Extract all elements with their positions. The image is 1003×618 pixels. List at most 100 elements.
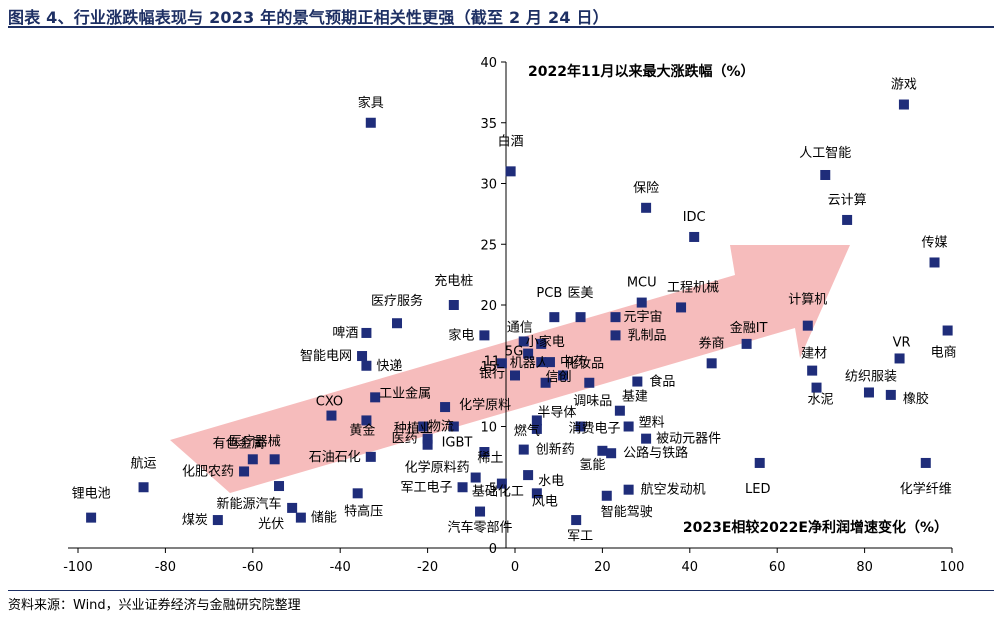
data-point <box>496 478 507 489</box>
point-label: 光伏 <box>258 517 284 532</box>
data-point <box>357 351 368 362</box>
data-point <box>523 348 534 359</box>
point-label: 军工电子 <box>401 480 453 495</box>
point-label: 公路与铁路 <box>623 445 688 461</box>
y-tick-label: 35 <box>480 117 497 132</box>
data-point <box>741 338 752 349</box>
point-label: 5G <box>505 345 523 360</box>
data-point <box>706 358 717 369</box>
y-axis-label: 2022年11月以来最大涨跌幅（%） <box>528 63 754 80</box>
point-label: 智能电网 <box>300 349 352 364</box>
point-label: 调味品 <box>573 394 612 409</box>
data-point <box>295 512 306 523</box>
point-label: 银行 <box>479 366 505 381</box>
data-point <box>636 297 647 308</box>
point-label: 黄金 <box>349 422 375 438</box>
point-label: VR <box>893 335 911 350</box>
data-point <box>479 447 490 458</box>
point-label: 水电 <box>538 474 564 489</box>
point-label: 乳制品 <box>628 328 667 343</box>
x-tick-label: 20 <box>594 560 611 575</box>
data-point <box>623 484 634 495</box>
data-point <box>540 377 551 388</box>
data-point <box>361 360 372 371</box>
point-label: 11 <box>484 354 501 369</box>
data-point <box>807 365 818 376</box>
data-point <box>584 377 595 388</box>
data-point <box>544 357 555 368</box>
point-label: 中药 <box>560 355 586 370</box>
x-tick-label: -20 <box>417 560 438 575</box>
data-point <box>448 300 459 310</box>
data-point <box>422 433 433 444</box>
point-label: 医疗器械 <box>229 434 281 449</box>
point-label: 储能 <box>311 511 337 526</box>
point-label: MCU <box>627 276 657 291</box>
figure-title: 图表 4、行业涨跌幅表现与 2023 年的景气预期正相关性更强（截至 2 月 2… <box>8 8 609 27</box>
point-label: 信创 <box>546 370 572 385</box>
point-label: 人工智能 <box>799 146 851 161</box>
x-tick-label: 40 <box>682 560 699 575</box>
data-point <box>606 448 617 459</box>
data-point <box>549 312 560 323</box>
point-label: 化学原料 <box>459 397 511 413</box>
y-tick-label: 20 <box>480 299 497 314</box>
point-label: 塑料 <box>639 416 665 431</box>
point-label: 家电 <box>448 327 474 343</box>
point-label: 化学纤维 <box>900 481 952 497</box>
point-label: 通信 <box>507 320 533 335</box>
x-axis-label: 2023E相较2022E净利润增速变化（%） <box>683 519 948 536</box>
data-point <box>610 312 621 323</box>
point-label: IDC <box>683 210 706 225</box>
point-label: 医美 <box>568 286 594 301</box>
data-point <box>942 325 953 336</box>
point-label: 快递 <box>376 359 402 374</box>
data-point <box>274 481 285 492</box>
point-label: 充电桩 <box>434 273 473 289</box>
data-point <box>754 457 765 468</box>
point-label: 医疗服务 <box>371 293 423 309</box>
x-tick-label: 80 <box>856 560 873 575</box>
data-point <box>361 415 372 426</box>
point-label: 家具 <box>358 95 384 111</box>
data-point <box>418 421 429 432</box>
point-label: 金融IT <box>730 320 768 336</box>
data-point <box>422 439 433 450</box>
point-label: 锂电池 <box>72 487 111 502</box>
point-label: 机器人 <box>510 356 549 371</box>
point-label: 云计算 <box>828 193 867 208</box>
point-label: 化学原料药 <box>405 460 470 476</box>
point-label: 军工 <box>567 529 593 544</box>
data-point <box>575 421 586 432</box>
data-point <box>531 423 542 434</box>
data-point <box>269 454 280 465</box>
point-label: PCB <box>536 286 562 301</box>
data-point <box>518 336 529 347</box>
point-label: 传媒 <box>922 235 948 250</box>
point-label: 小家电 <box>526 334 565 350</box>
point-label: 基建 <box>622 390 648 405</box>
title-rule <box>8 26 994 28</box>
data-point <box>475 506 486 517</box>
y-tick-label: 30 <box>480 178 497 193</box>
data-point <box>138 482 149 493</box>
x-tick-label: 60 <box>769 560 786 575</box>
data-point <box>287 502 298 513</box>
point-label: 工程机械 <box>667 280 719 295</box>
data-point <box>392 318 403 329</box>
point-label: LED <box>745 482 770 497</box>
point-label: 基础化工 <box>472 485 524 500</box>
point-label: 券商 <box>699 335 725 351</box>
point-label: 化肥农药 <box>182 464 234 479</box>
x-tick-label: -40 <box>330 560 351 575</box>
y-tick-label: 15 <box>480 360 497 375</box>
data-point <box>505 166 516 177</box>
point-label: 工业金属 <box>379 385 431 401</box>
y-tick-label: 40 <box>480 56 497 71</box>
data-point <box>496 358 507 369</box>
data-point <box>820 169 831 180</box>
data-point <box>614 405 625 416</box>
point-label: 种植业 <box>394 422 433 437</box>
data-point <box>370 392 381 403</box>
point-label: 橡胶 <box>903 391 929 407</box>
